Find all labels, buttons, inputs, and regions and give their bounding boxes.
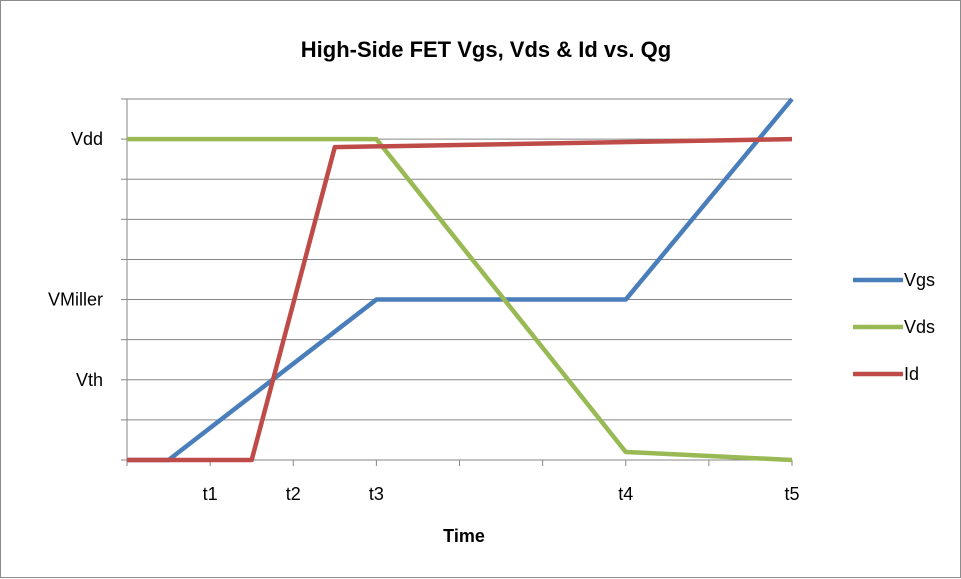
y-tick-labels: Vth VMiller Vdd	[48, 129, 103, 390]
legend-label-vds: Vds	[904, 317, 935, 337]
x-tick-label: t4	[618, 484, 633, 504]
series-line-id	[127, 136, 793, 463]
x-tick-label: t1	[203, 484, 218, 504]
legend: Vgs Vds Id	[853, 270, 935, 384]
x-tick-label: t3	[369, 484, 384, 504]
x-tick-label: t5	[784, 484, 799, 504]
y-tick-label: Vth	[76, 370, 103, 390]
legend-label-id: Id	[904, 364, 919, 384]
x-axis-title: Time	[443, 526, 485, 546]
x-tick-labels: t1 t2 t3 t4 t5	[203, 484, 800, 504]
axes	[126, 99, 793, 466]
y-tick-label: Vdd	[71, 129, 103, 149]
chart-title: High-Side FET Vgs, Vds & Id vs. Qg	[301, 37, 671, 62]
series-lines	[127, 97, 794, 463]
y-tick-label: VMiller	[48, 290, 103, 310]
gridlines	[121, 98, 792, 461]
legend-label-vgs: Vgs	[904, 270, 935, 290]
series-line-vds	[127, 136, 793, 463]
series-line-vgs	[127, 97, 794, 463]
x-tick-label: t2	[286, 484, 301, 504]
